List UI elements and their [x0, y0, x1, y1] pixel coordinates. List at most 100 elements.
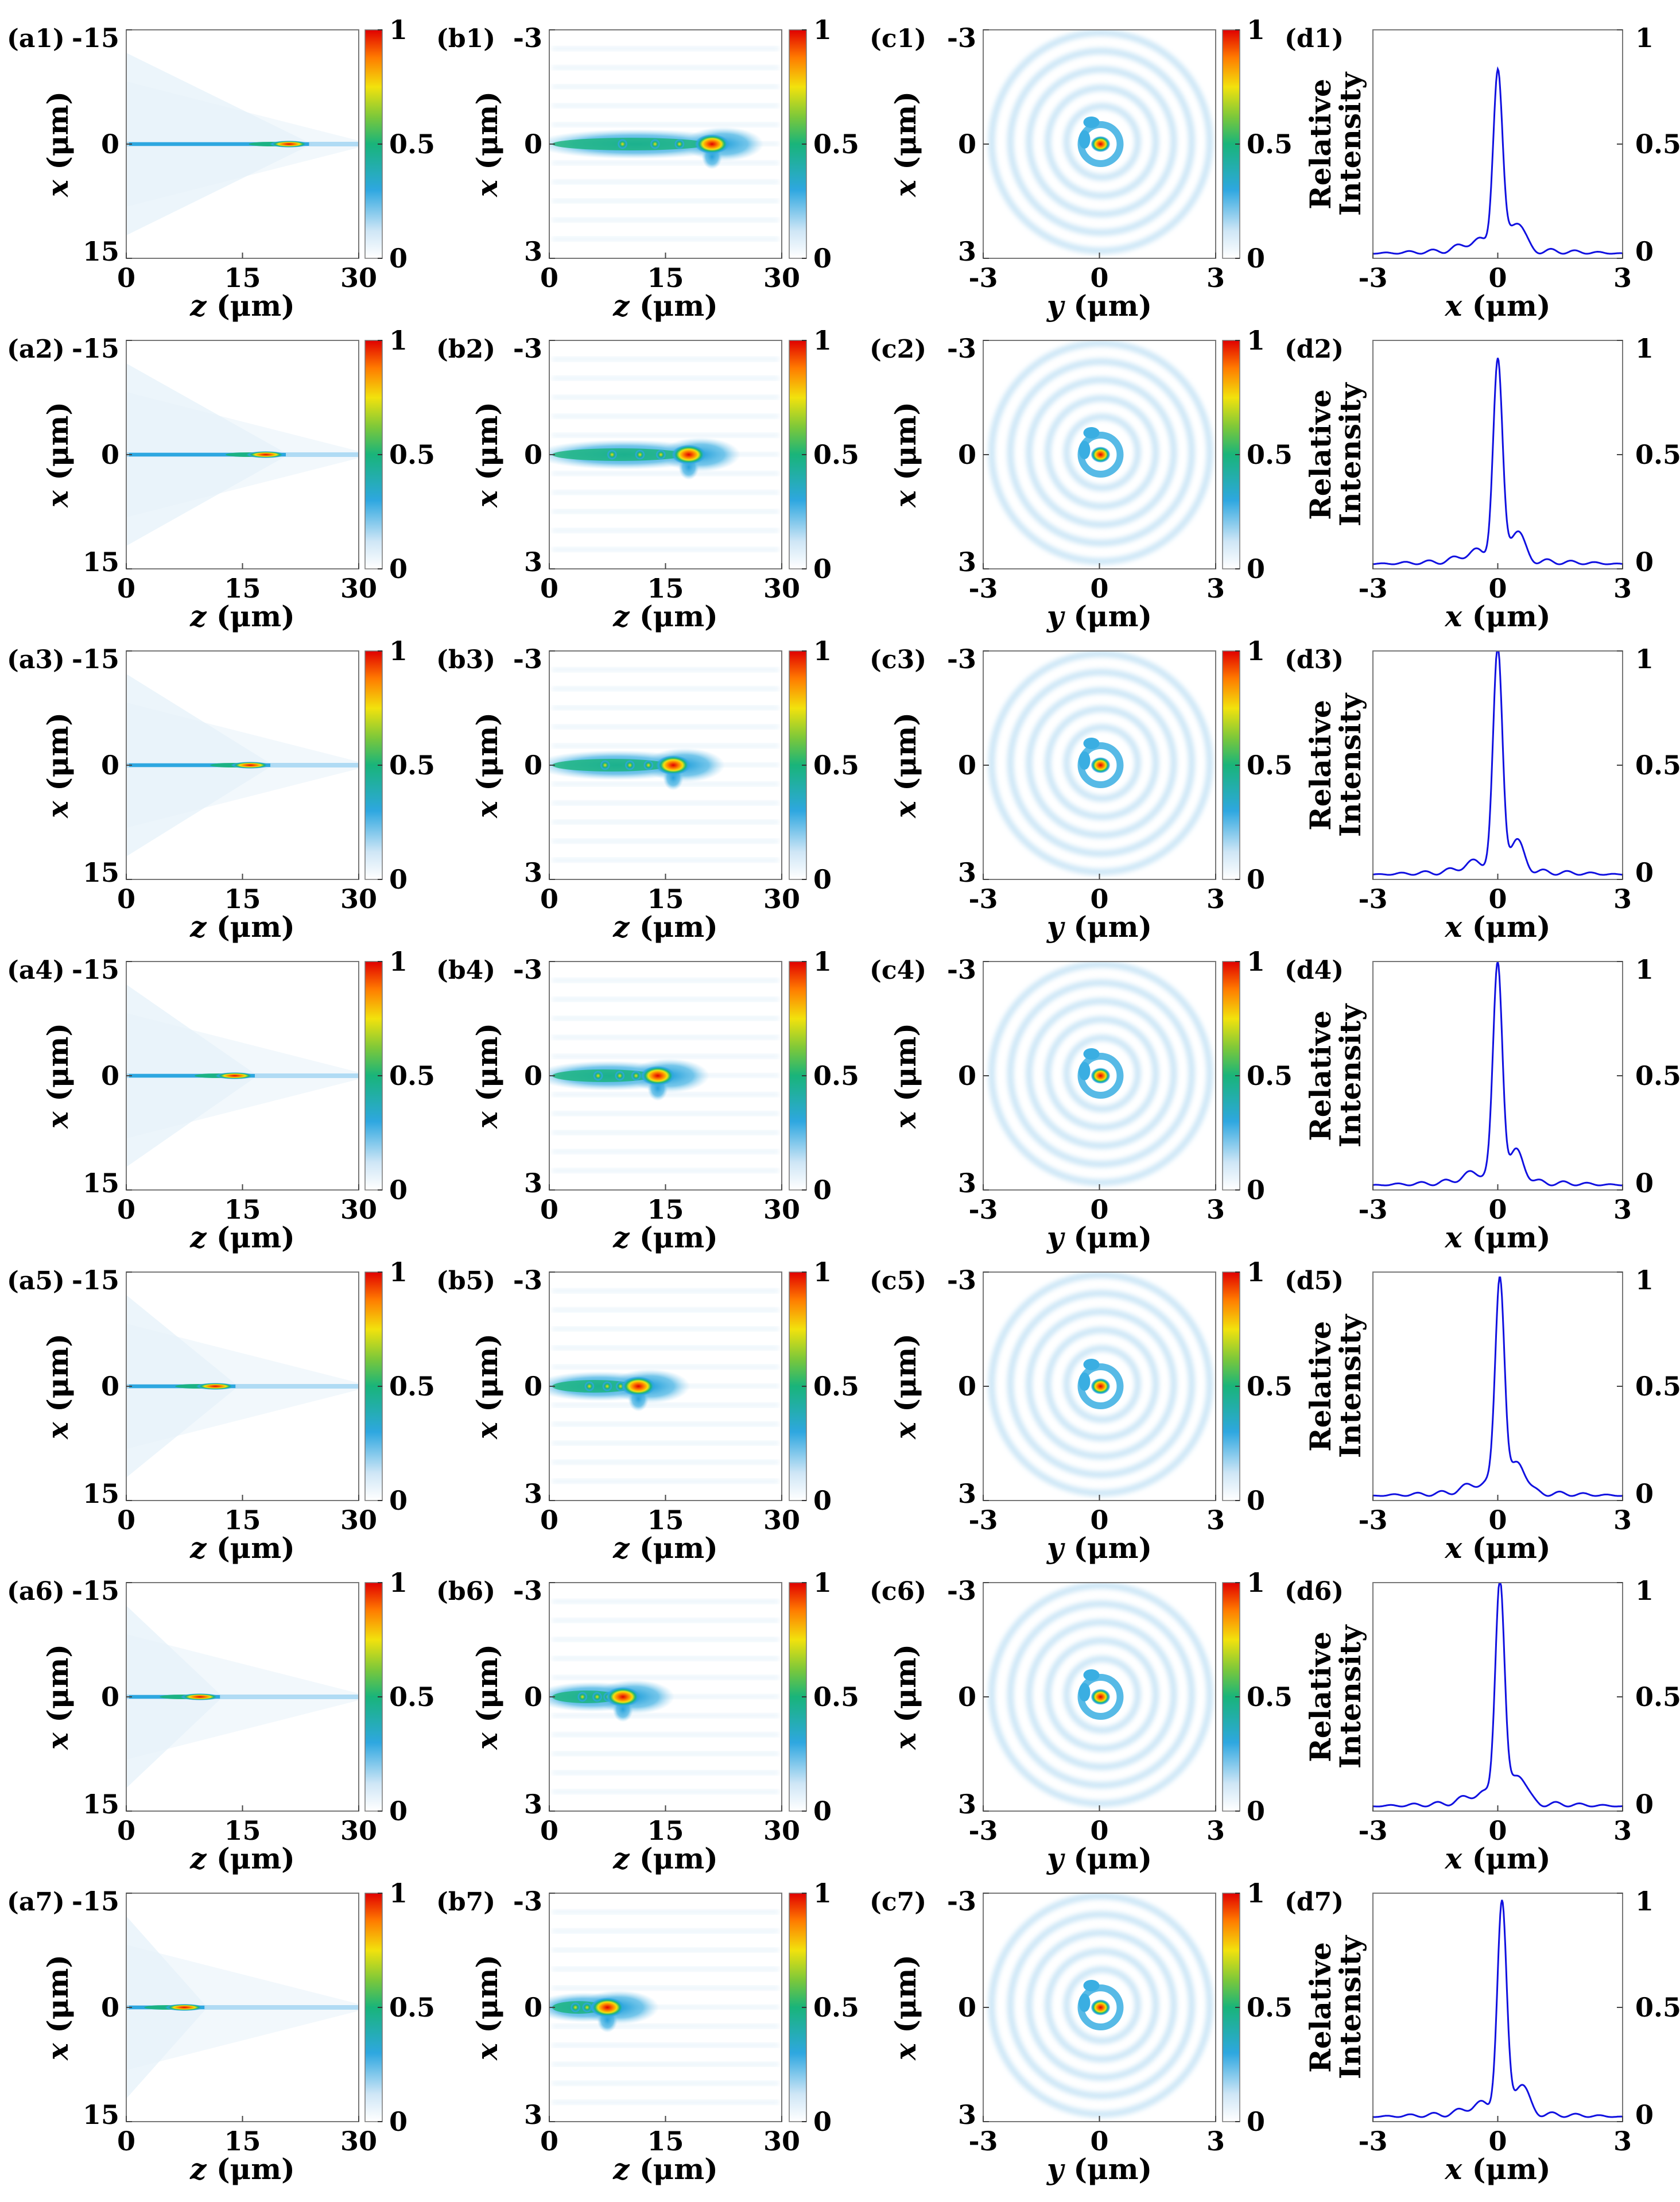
interference-fringe: [552, 1289, 779, 1293]
x-axis-label: z (μm): [189, 1531, 295, 1565]
x-tick-label: 3: [1206, 1815, 1225, 1846]
plot-area: [988, 1583, 1213, 1807]
y-tick-label: 0: [101, 129, 119, 160]
y-tick-label: 15: [83, 857, 119, 888]
interference-fringe: [552, 1910, 779, 1914]
interference-fringe: [552, 103, 779, 108]
side-lobe: [592, 1692, 603, 1702]
plot-area: [549, 1599, 779, 1794]
focal-spot: [641, 1066, 675, 1086]
x-tick-label: 0: [117, 1194, 135, 1225]
y-tick-label: -3: [513, 333, 542, 364]
interference-fringe: [552, 122, 779, 127]
x-tick-label: 15: [224, 1505, 261, 1536]
x-tick-label: -3: [968, 1505, 998, 1536]
interference-fringe: [552, 858, 779, 862]
panel-label: (d1): [1285, 24, 1344, 53]
y-axis-label-var: x: [889, 2042, 922, 2061]
colorbar-tick-label: 1: [389, 946, 408, 977]
focal-spot: [165, 2004, 204, 2011]
panel-label: (c2): [870, 335, 926, 364]
focal-spot: [1091, 1068, 1111, 1084]
colorbar-tick-label: 0: [389, 1174, 408, 1205]
interference-fringe: [552, 471, 779, 476]
y-axis-label: x (μm): [470, 91, 504, 197]
x-tick-label: 0: [117, 262, 135, 293]
y-tick-label: 0: [1635, 1478, 1654, 1509]
focal-spot: [1091, 136, 1111, 152]
x-axis-label-var: y: [1046, 1220, 1065, 1254]
interference-fringe: [552, 1403, 779, 1408]
x-axis-label: x (μm): [1444, 2152, 1550, 2186]
panel-label: (b4): [436, 956, 495, 985]
y-tick-label: 0: [958, 1681, 976, 1712]
x-tick-label: 3: [1613, 262, 1632, 293]
y-axis-label-unit: (μm): [41, 1955, 75, 2043]
y-axis-label-var: x: [889, 1732, 922, 1750]
x-axis-label-unit: (μm): [1064, 1842, 1152, 1875]
focal-spot: [215, 1072, 254, 1079]
focal-spot: [1091, 757, 1111, 773]
x-tick-label: 0: [117, 1815, 135, 1846]
interference-fringe: [552, 1948, 779, 1952]
x-tick-label: 30: [763, 2126, 800, 2157]
x-axis-label-unit: (μm): [1064, 1531, 1152, 1565]
interference-fringe: [552, 978, 779, 983]
interference-fringe: [552, 724, 779, 729]
side-lobe: [581, 2002, 592, 2013]
y-tick-label: 1: [1635, 643, 1654, 674]
plot-area: [126, 674, 359, 856]
side-lobe: [570, 2002, 581, 2013]
y-tick-label: -3: [947, 22, 976, 53]
diffraction-ring: [988, 340, 1213, 565]
x-tick-label: 0: [117, 883, 135, 914]
x-axis-label-var: y: [1046, 910, 1065, 944]
x-tick-label: -3: [1358, 1194, 1387, 1225]
x-tick-label: -3: [968, 883, 998, 914]
x-axis-label-unit: (μm): [207, 289, 295, 323]
diffraction-ring: [988, 962, 1213, 1186]
x-axis-label-unit: (μm): [630, 1842, 718, 1875]
x-tick-label: 30: [340, 2126, 377, 2157]
colorbar-tick-label: 0: [389, 1485, 408, 1516]
y-tick-label: 3: [524, 546, 542, 577]
y-tick-label: 0: [1635, 1789, 1654, 1820]
y-tick-label: 3: [524, 2099, 542, 2130]
y-tick-label: 0: [101, 1060, 119, 1091]
ring-lobe: [1078, 130, 1091, 149]
y-axis-label: x (μm): [470, 712, 504, 819]
x-tick-label: 0: [1090, 573, 1108, 604]
colorbar-tick-label: 0: [813, 243, 832, 274]
focal-spot: [246, 451, 285, 458]
y-tick-label: 0.5: [1635, 1681, 1680, 1712]
x-tick-label: 15: [647, 1815, 684, 1846]
ring-lobe: [1083, 1669, 1100, 1681]
x-axis-label: x (μm): [1444, 1220, 1550, 1254]
side-lobe: [584, 1381, 595, 1391]
y-axis-label: x (μm): [41, 1644, 75, 1750]
colorbar-tick-label: 1: [389, 635, 408, 666]
y-tick-label: 0: [1635, 857, 1654, 888]
plot-area: [988, 651, 1213, 875]
diffraction-ring: [1007, 48, 1196, 236]
y-axis-label-unit: (μm): [889, 402, 922, 490]
y-tick-label: 15: [83, 1789, 119, 1820]
y-tick-label: -15: [72, 1886, 119, 1917]
colorbar-tick-label: 1: [1247, 1878, 1265, 1909]
diffraction-ring: [1063, 1345, 1142, 1423]
y-tick-label: 0: [101, 1681, 119, 1712]
y-axis-label-var: x: [889, 800, 922, 819]
panel-label: (d4): [1285, 956, 1344, 985]
y-axis-label-var: x: [41, 1421, 75, 1440]
x-axis-label: y (μm): [1046, 910, 1152, 944]
x-tick-label: 30: [340, 1194, 377, 1225]
y-axis-label-var: x: [470, 490, 504, 508]
colorbar-tick-label: 0: [1247, 1174, 1265, 1205]
plot-area: [988, 1893, 1213, 2118]
y-axis-label-unit: (μm): [470, 1955, 504, 2043]
diffraction-ring: [1025, 1619, 1177, 1770]
